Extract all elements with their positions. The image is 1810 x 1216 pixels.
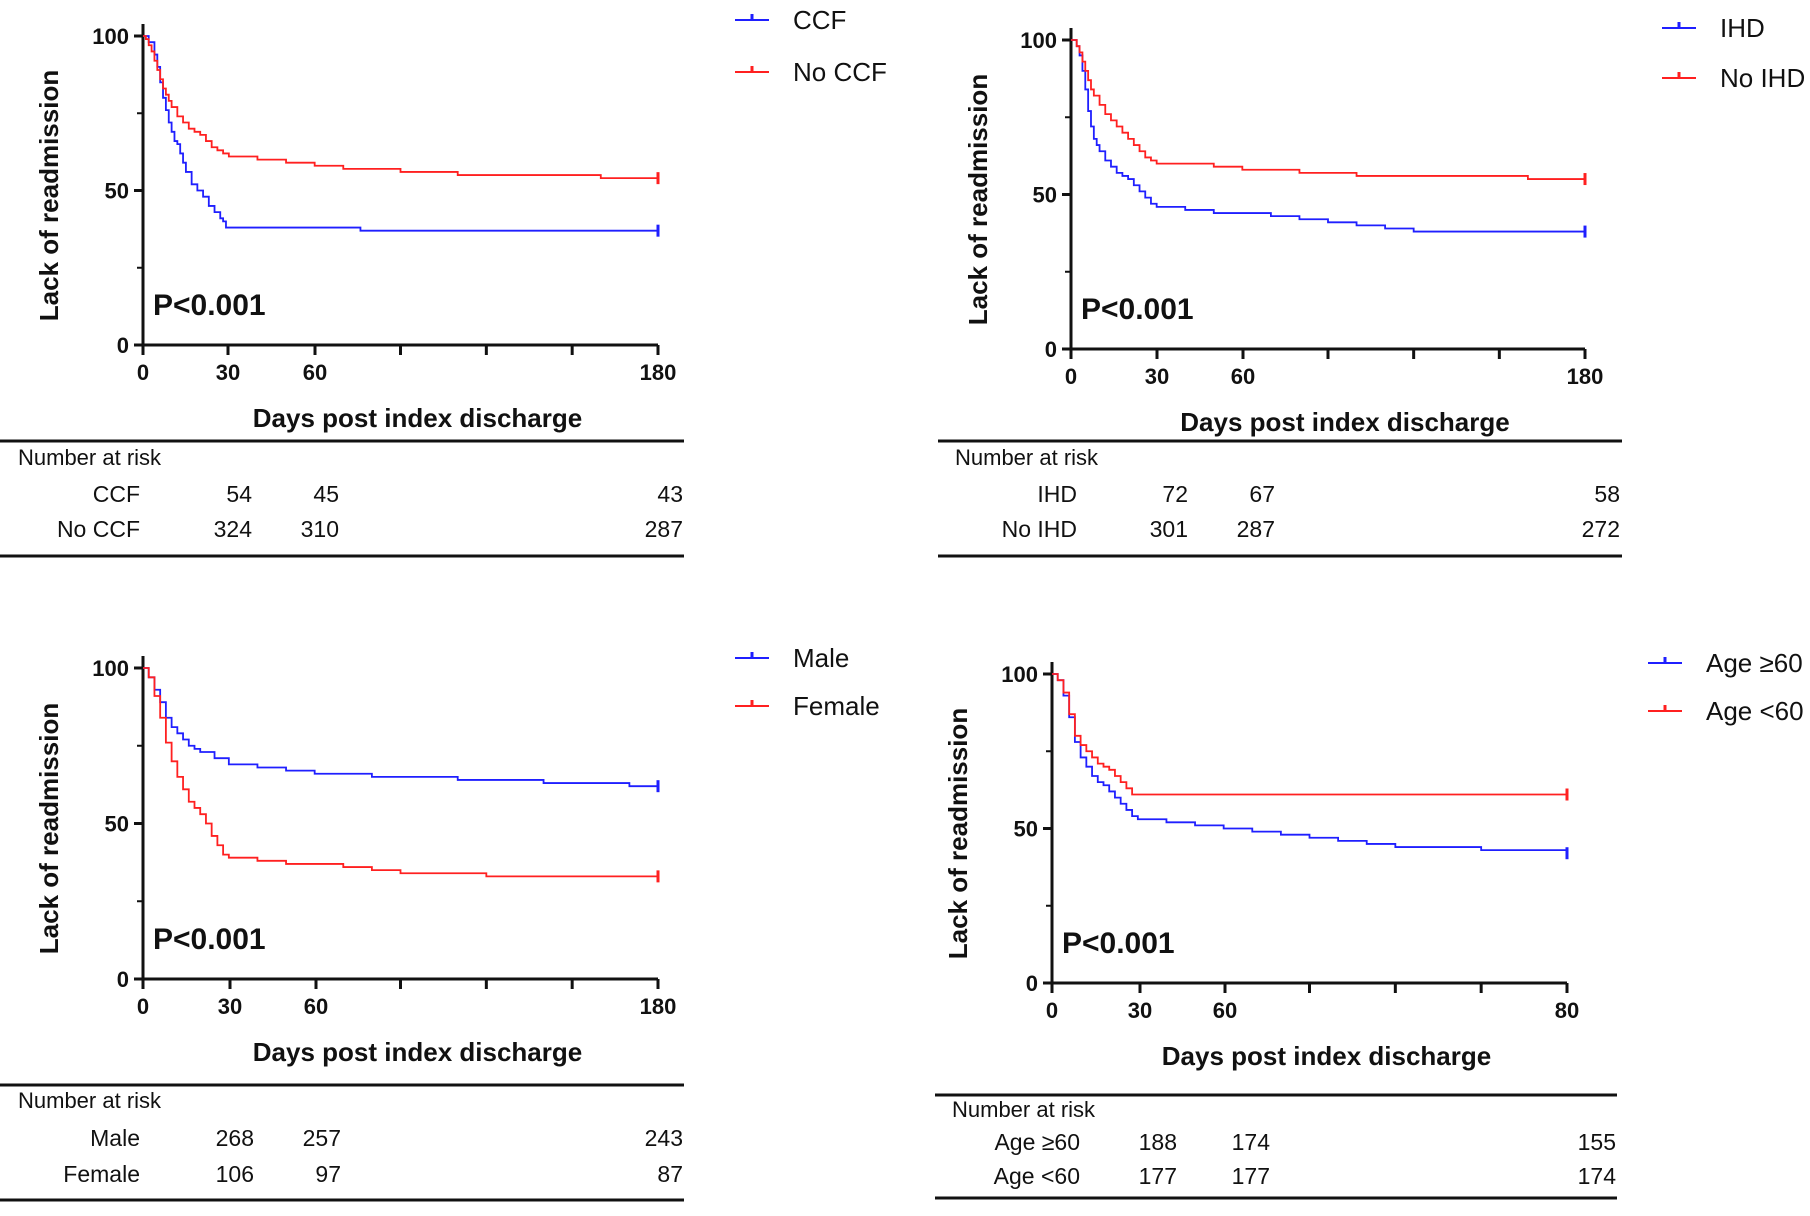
legend-label: CCF	[793, 5, 846, 35]
legend-label: Age ≥60	[1706, 648, 1803, 678]
x-axis-title: Days post index discharge	[253, 403, 582, 433]
y-tick-label: 100	[92, 24, 129, 49]
y-tick-label: 100	[1020, 28, 1057, 53]
x-tick-label: 60	[1213, 998, 1237, 1023]
risk-count: 287	[1237, 516, 1275, 542]
series-line-1	[143, 667, 658, 788]
x-tick-label: 0	[1065, 364, 1077, 389]
y-tick-label: 0	[117, 333, 129, 358]
risk-count: 243	[645, 1125, 683, 1151]
legend-label: No CCF	[793, 57, 887, 87]
risk-row-label: CCF	[93, 481, 140, 507]
x-tick-label: 30	[1128, 998, 1152, 1023]
risk-count: 72	[1162, 481, 1188, 507]
x-tick-label: 180	[640, 994, 677, 1019]
x-tick-label: 30	[218, 994, 242, 1019]
km-panel-1: 0 50 100 0 30 60 180 Days post index discharge L…	[0, 5, 887, 558]
y-tick-label: 50	[1033, 183, 1057, 208]
legend-label: No IHD	[1720, 63, 1805, 93]
risk-count: 43	[657, 481, 683, 507]
risk-count: 257	[303, 1125, 341, 1151]
p-value-annotation: P<0.001	[1081, 293, 1194, 326]
legend-label: Male	[793, 643, 849, 673]
x-tick-label: 180	[1567, 364, 1604, 389]
x-tick-label: 180	[640, 360, 677, 385]
y-axis-title: Lack of readmission	[34, 70, 64, 321]
km-panel-4: 0 50 100 0 30 60 80 Days post index discharge La…	[935, 648, 1804, 1200]
risk-row-label: Female	[63, 1161, 140, 1187]
risk-count: 155	[1578, 1129, 1616, 1155]
risk-count: 310	[301, 516, 339, 542]
x-tick-label: 60	[303, 360, 327, 385]
risk-table-header: Number at risk	[18, 1088, 162, 1113]
risk-count: 287	[645, 516, 683, 542]
x-tick-label: 0	[1046, 998, 1058, 1023]
risk-count: 174	[1578, 1163, 1617, 1189]
p-value-annotation: P<0.001	[1062, 927, 1175, 960]
y-tick-label: 0	[117, 967, 129, 992]
risk-row-label: IHD	[1037, 481, 1077, 507]
risk-row-label: Age ≥60	[994, 1129, 1080, 1155]
x-tick-label: 60	[304, 994, 328, 1019]
risk-row-label: Age <60	[994, 1163, 1080, 1189]
risk-row-label: No CCF	[57, 516, 140, 542]
x-tick-label: 80	[1555, 998, 1579, 1023]
risk-count: 301	[1150, 516, 1188, 542]
x-tick-label: 60	[1231, 364, 1255, 389]
series-line-2	[143, 35, 658, 180]
risk-count: 58	[1594, 481, 1620, 507]
y-tick-label: 50	[105, 179, 129, 204]
y-tick-label: 0	[1026, 971, 1038, 996]
y-tick-label: 100	[92, 656, 129, 681]
x-axis-title: Days post index discharge	[1162, 1041, 1491, 1071]
y-axis-title: Lack of readmission	[34, 703, 64, 954]
km-panel-3: 0 50 100 0 30 60 180 Days post index discharge L…	[0, 643, 880, 1202]
x-tick-label: 0	[137, 994, 149, 1019]
km-panel-2: 0 50 100 0 30 60 180 Days post index discharge L…	[938, 13, 1805, 558]
y-tick-label: 50	[1014, 817, 1038, 842]
risk-table-header: Number at risk	[18, 445, 162, 470]
risk-row-label: No IHD	[1002, 516, 1077, 542]
risk-table-header: Number at risk	[952, 1097, 1096, 1122]
legend-label: IHD	[1720, 13, 1765, 43]
y-axis-title: Lack of readmission	[943, 708, 973, 959]
legend-label: Age <60	[1706, 696, 1804, 726]
risk-count: 268	[216, 1125, 254, 1151]
risk-count: 87	[657, 1161, 683, 1187]
y-tick-label: 50	[105, 812, 129, 837]
x-tick-label: 0	[137, 360, 149, 385]
risk-count: 45	[313, 481, 339, 507]
risk-count: 174	[1232, 1129, 1271, 1155]
series-line-2	[143, 667, 658, 878]
risk-count: 97	[315, 1161, 341, 1187]
series-line-2	[1071, 39, 1585, 180]
risk-count: 324	[214, 516, 253, 542]
risk-table-header: Number at risk	[955, 445, 1099, 470]
y-tick-label: 100	[1001, 662, 1038, 687]
series-line-1	[1071, 39, 1585, 233]
series-line-1	[1052, 673, 1568, 854]
x-tick-label: 30	[1145, 364, 1169, 389]
series-line-2	[1052, 673, 1567, 796]
risk-count: 177	[1232, 1163, 1270, 1189]
risk-row-label: Male	[90, 1125, 140, 1151]
risk-count: 106	[216, 1161, 254, 1187]
series-line-1	[143, 35, 658, 232]
risk-count: 67	[1249, 481, 1275, 507]
p-value-annotation: P<0.001	[153, 289, 266, 322]
x-axis-title: Days post index discharge	[1180, 407, 1509, 437]
risk-count: 54	[226, 481, 252, 507]
legend-label: Female	[793, 691, 880, 721]
risk-count: 188	[1139, 1129, 1177, 1155]
x-tick-label: 30	[216, 360, 240, 385]
p-value-annotation: P<0.001	[153, 923, 266, 956]
risk-count: 177	[1139, 1163, 1177, 1189]
y-axis-title: Lack of readmission	[963, 74, 993, 325]
x-axis-title: Days post index discharge	[253, 1037, 582, 1067]
risk-count: 272	[1582, 516, 1620, 542]
y-tick-label: 0	[1045, 337, 1057, 362]
